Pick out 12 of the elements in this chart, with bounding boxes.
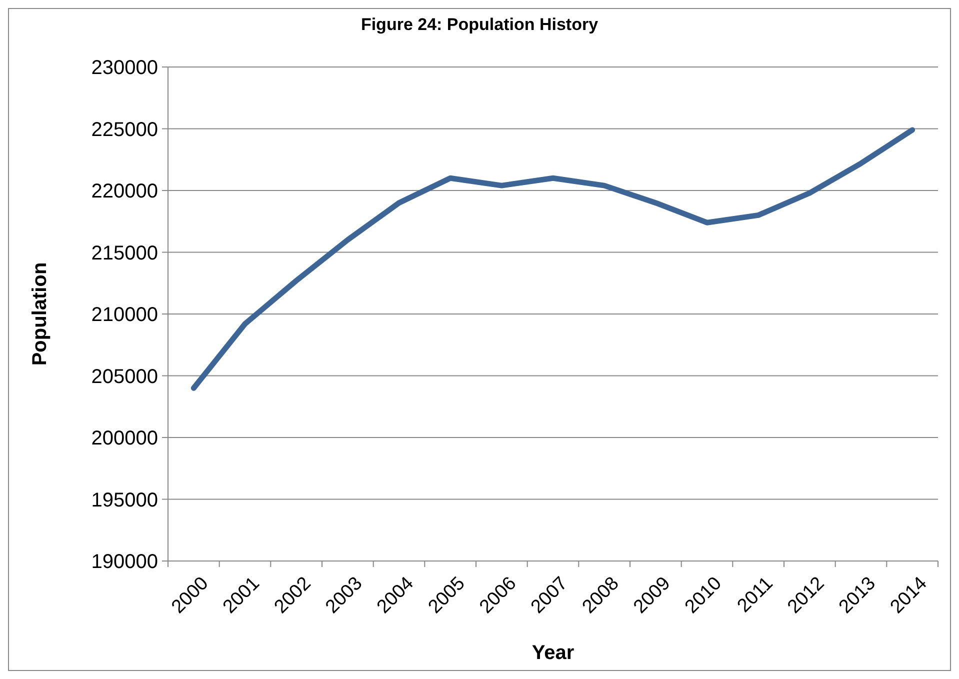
y-tick-label: 230000: [91, 57, 158, 79]
y-axis-title: Population: [29, 262, 51, 366]
y-tick-label: 195000: [91, 489, 158, 512]
y-tick-label: 200000: [91, 428, 158, 450]
y-tick-label: 190000: [91, 551, 158, 573]
chart-title: Figure 24: Population History: [360, 15, 599, 34]
y-tick-label: 215000: [91, 242, 158, 264]
x-axis-title: Year: [532, 642, 574, 664]
y-tick-label: 220000: [91, 180, 158, 202]
y-tick-label: 210000: [91, 304, 158, 326]
y-tick-label: 205000: [91, 366, 158, 388]
y-tick-label: 225000: [91, 118, 158, 141]
